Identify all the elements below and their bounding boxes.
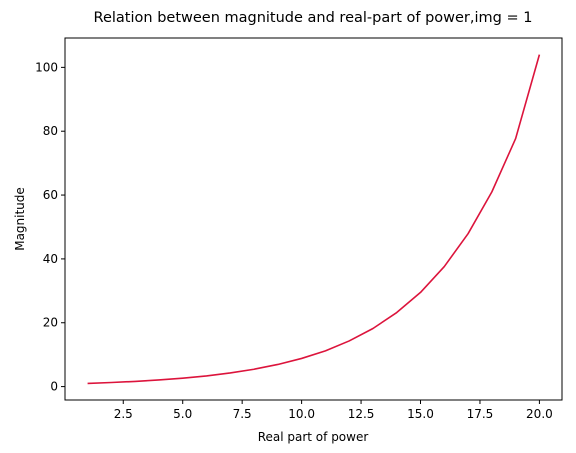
x-tick-label: 2.5	[114, 407, 133, 421]
y-tick-label: 20	[43, 316, 58, 330]
plot-frame	[64, 37, 563, 401]
y-axis: 0 20 40 60 80 100	[35, 60, 65, 394]
series-line	[87, 54, 541, 385]
x-tick-label: 7.5	[233, 407, 252, 421]
y-axis-label: Magnitude	[13, 187, 27, 251]
y-tick-label: 100	[35, 60, 58, 74]
x-tick-label: 15.0	[407, 407, 434, 421]
y-tick-label: 60	[43, 188, 58, 202]
x-tick-label: 5.0	[173, 407, 192, 421]
x-tick-label: 17.5	[467, 407, 494, 421]
x-tick-label: 20.0	[526, 407, 553, 421]
x-tick-label: 12.5	[348, 407, 375, 421]
y-tick-label: 80	[43, 124, 58, 138]
y-tick-label: 0	[50, 380, 58, 394]
x-tick-label: 10.0	[288, 407, 315, 421]
chart-title: Relation between magnitude and real-part…	[94, 10, 533, 26]
x-axis-label: Real part of power	[258, 430, 369, 444]
series-layer	[87, 54, 541, 385]
y-tick-label: 40	[43, 252, 58, 266]
x-axis: 2.5 5.0 7.5 10.0 12.5 15.0 17.5 20.0	[114, 400, 553, 421]
